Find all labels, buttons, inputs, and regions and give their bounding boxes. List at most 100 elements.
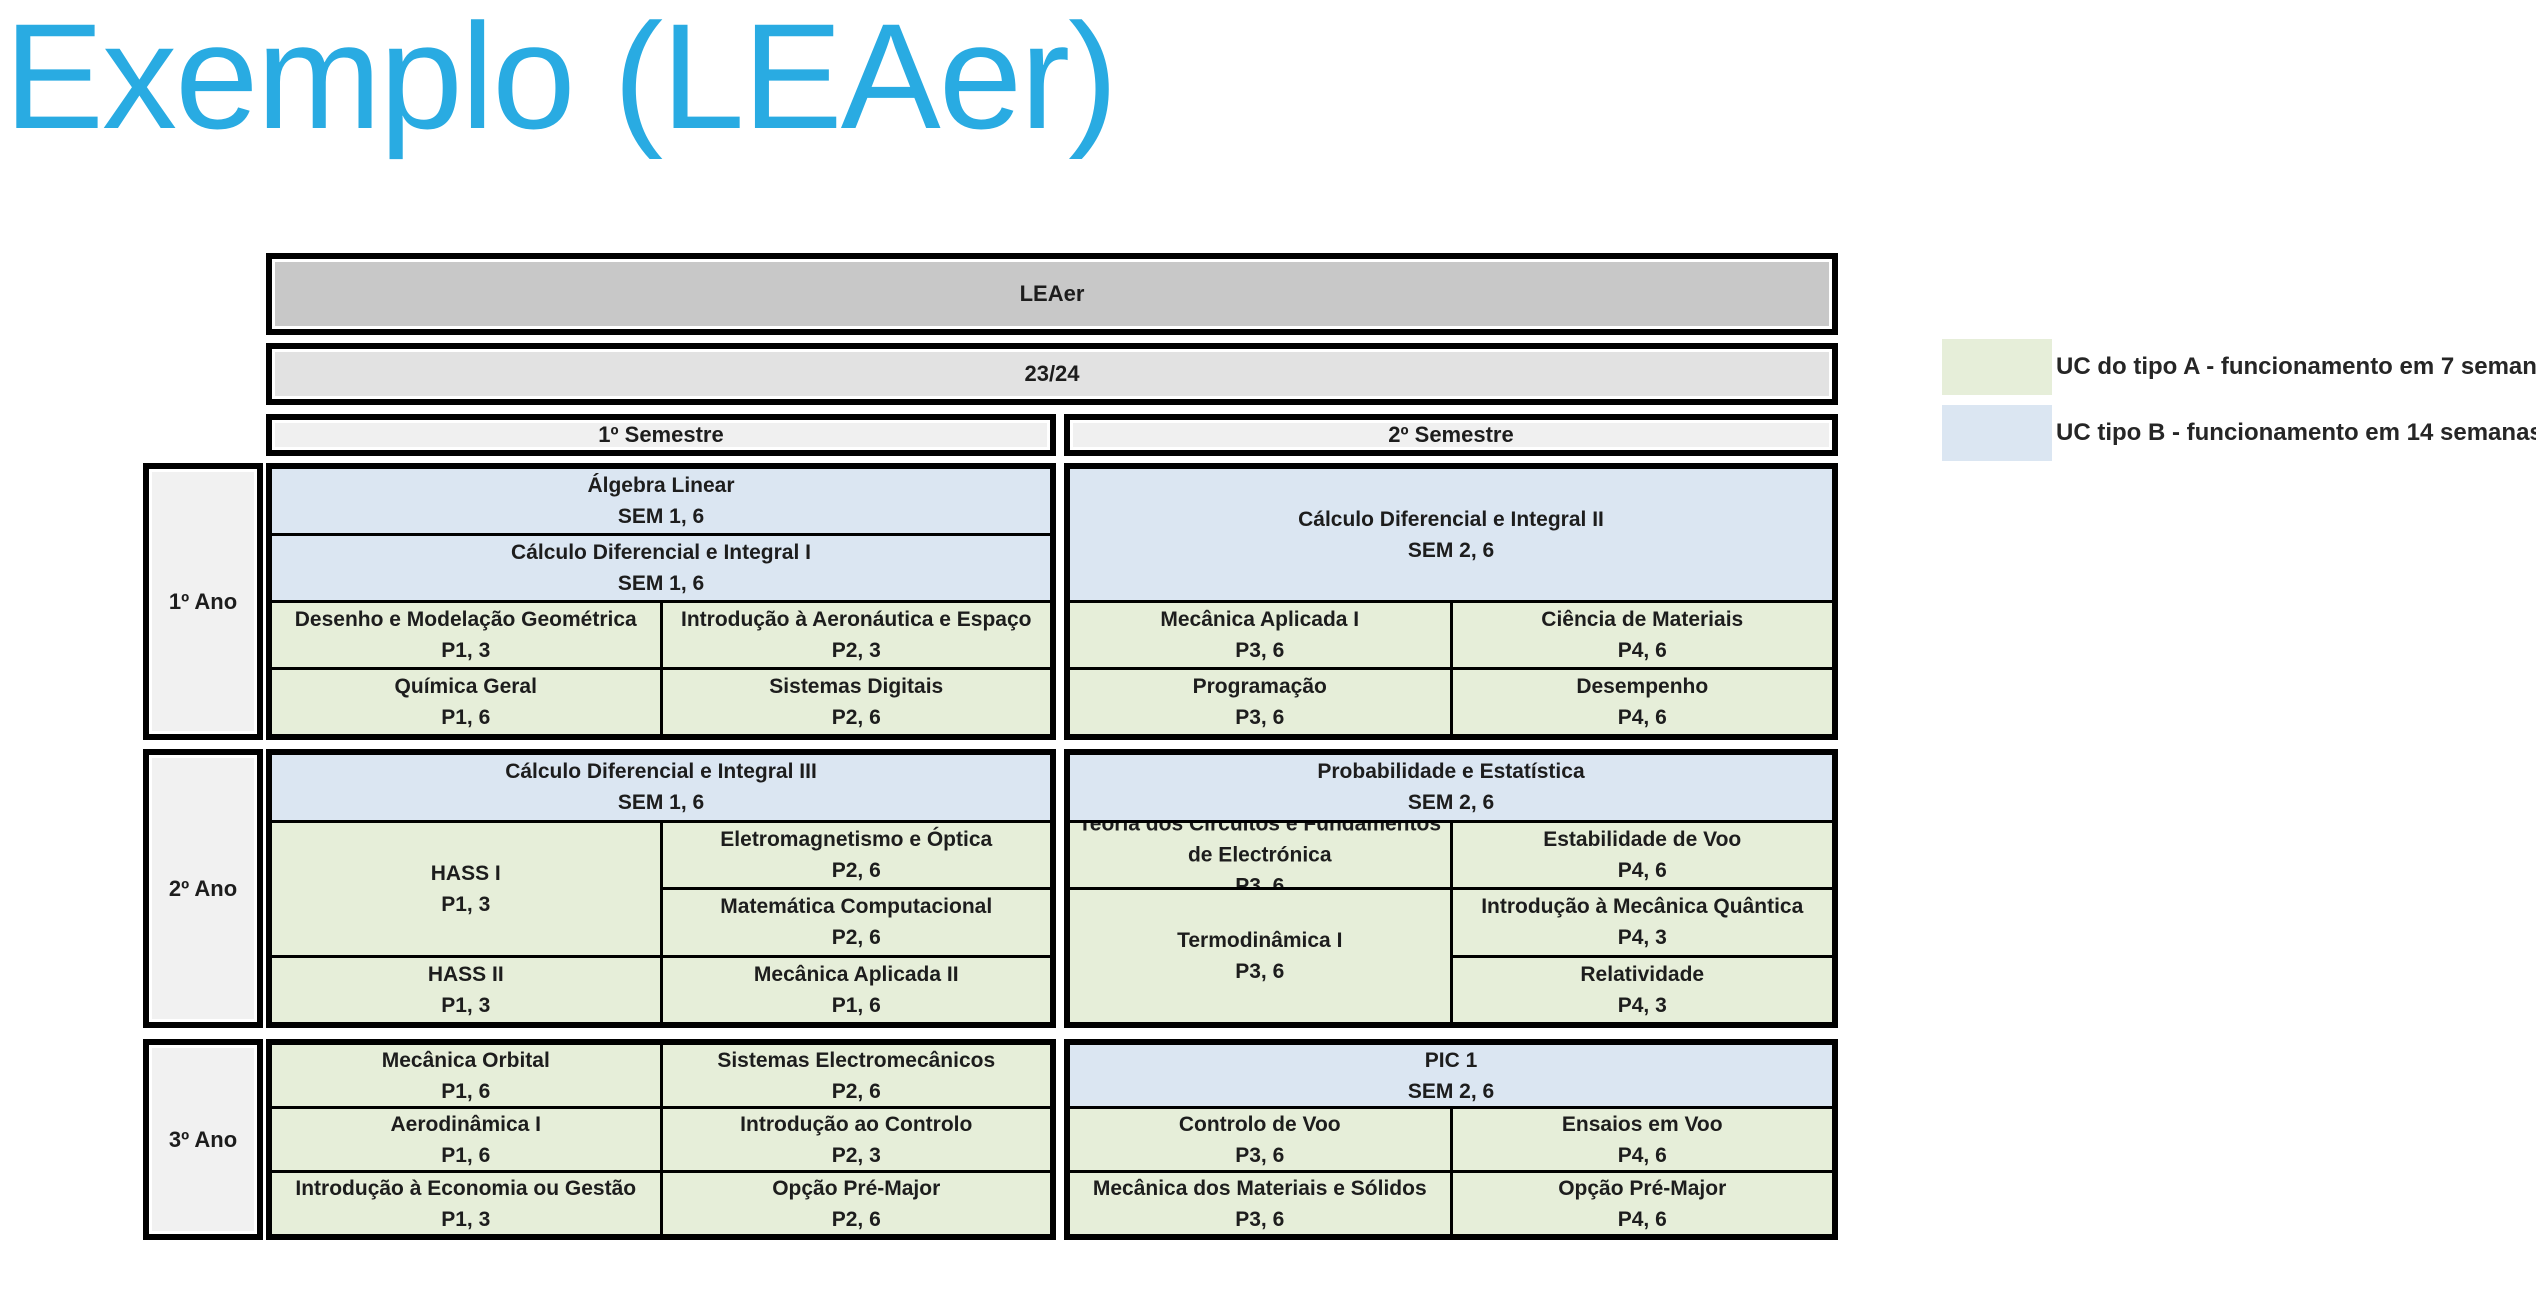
course-code: P2, 6 xyxy=(831,1079,881,1103)
course-code: SEM 2, 6 xyxy=(1407,1079,1495,1103)
course-name: Cálculo Diferencial e Integral I xyxy=(511,541,811,564)
course-cell: Estabilidade de Voo P4, 6 xyxy=(1452,822,1832,887)
course-code: P1, 3 xyxy=(441,1207,491,1231)
course-name: Termodinâmica I xyxy=(1177,929,1343,952)
course-code: P4, 3 xyxy=(1617,926,1667,950)
course-code: P3, 6 xyxy=(1235,874,1285,887)
course-cell: Desenho e Modelação Geométrica P1, 3 xyxy=(272,603,660,667)
course-code: P2, 3 xyxy=(831,1143,881,1167)
semester-1-label: 1º Semestre xyxy=(598,422,724,447)
course-cell: Ensaios em Voo P4, 6 xyxy=(1452,1109,1832,1170)
year-label-3-text: 3º Ano xyxy=(168,1126,238,1152)
course-code: P4, 6 xyxy=(1617,1207,1667,1231)
course-cell: Programação P3, 6 xyxy=(1070,670,1450,734)
academic-year-label: 23/24 xyxy=(1024,361,1080,386)
year-label-2-text: 2º Ano xyxy=(168,875,238,901)
semester-2-header: 2º Semestre xyxy=(1064,414,1838,456)
course-cell: Eletromagnetismo e Óptica P2, 6 xyxy=(662,822,1050,887)
year1-semester1-table: Álgebra Linear SEM 1, 6 Cálculo Diferenci… xyxy=(266,463,1056,740)
course-cell: HASS II P1, 3 xyxy=(272,957,660,1022)
course-name: Cálculo Diferencial e Integral II xyxy=(1298,507,1604,531)
slide-title: Exemplo (LEAer) xyxy=(4,0,1118,160)
course-cell: Cálculo Diferencial e Integral III SEM 1,… xyxy=(272,755,1050,820)
course-name: PIC 1 xyxy=(1424,1048,1478,1072)
course-name: Controlo de Voo xyxy=(1178,1112,1341,1136)
course-name: Aerodinâmica I xyxy=(390,1112,542,1136)
legend-swatch-type-a xyxy=(1942,339,2052,395)
course-name: Programação xyxy=(1192,675,1327,698)
course-name: HASS II xyxy=(427,962,504,986)
course-cell: Mecânica Aplicada I P3, 6 xyxy=(1070,603,1450,667)
course-name: Probabilidade e Estatística xyxy=(1317,760,1585,784)
course-cell: Cálculo Diferencial e Integral II SEM 2, … xyxy=(1070,469,1832,600)
course-cell: Aerodinâmica I P1, 6 xyxy=(272,1109,660,1170)
course-cell: PIC 1 SEM 2, 6 xyxy=(1070,1045,1832,1106)
course-name: Álgebra Linear xyxy=(587,474,735,497)
course-cell: Matemática Computacional P2, 6 xyxy=(662,890,1050,955)
legend-label-type-a: UC do tipo A - funcionamento em 7 semana… xyxy=(2056,353,2536,380)
course-code: SEM 2, 6 xyxy=(1407,538,1495,562)
year3-semester2-table: PIC 1 SEM 2, 6 Controlo de Voo P3, 6 Ensai… xyxy=(1064,1039,1838,1240)
course-name: Eletromagnetismo e Óptica xyxy=(720,827,993,851)
course-name: Ciência de Materiais xyxy=(1541,608,1744,631)
program-header: LEAer xyxy=(266,253,1838,335)
course-name: Química Geral xyxy=(394,675,537,698)
course-code: P2, 3 xyxy=(831,639,881,662)
course-cell: Mecânica Orbital P1, 6 xyxy=(272,1045,660,1106)
course-code: SEM 1, 6 xyxy=(617,791,705,815)
course-name: Relatividade xyxy=(1580,962,1705,986)
program-header-label: LEAer xyxy=(1019,281,1085,306)
semester-2-label: 2º Semestre xyxy=(1388,422,1514,447)
course-code: P2, 6 xyxy=(831,858,881,882)
course-code: P2, 6 xyxy=(831,706,881,729)
course-cell: HASS I P1, 3 xyxy=(272,822,660,955)
course-name: Opção Pré-Major xyxy=(772,1176,941,1200)
course-cell: Sistemas Electromecânicos P2, 6 xyxy=(662,1045,1050,1106)
course-cell: Introdução à Aeronáutica e Espaço P2, 3 xyxy=(662,603,1050,667)
course-name: Desenho e Modelação Geométrica xyxy=(294,608,637,631)
course-cell: Desempenho P4, 6 xyxy=(1452,670,1832,734)
course-name: Estabilidade de Voo xyxy=(1543,827,1742,851)
course-name: Matemática Computacional xyxy=(720,895,993,919)
course-cell: Ciência de Materiais P4, 6 xyxy=(1452,603,1832,667)
course-code: SEM 1, 6 xyxy=(617,505,705,528)
course-code: SEM 2, 6 xyxy=(1407,791,1495,815)
course-cell: Opção Pré-Major P4, 6 xyxy=(1452,1173,1832,1234)
course-name: Desempenho xyxy=(1576,675,1709,698)
academic-year-header: 23/24 xyxy=(266,343,1838,405)
course-cell: Introdução à Mecânica Quântica P4, 3 xyxy=(1452,890,1832,955)
course-code: P2, 6 xyxy=(831,926,881,950)
legend-label-type-b: UC tipo B - funcionamento em 14 semanas xyxy=(2056,419,2536,446)
course-name: Sistemas Electromecânicos xyxy=(717,1048,996,1072)
course-name: Opção Pré-Major xyxy=(1558,1176,1727,1200)
semester-1-header: 1º Semestre xyxy=(266,414,1056,456)
course-code: P2, 6 xyxy=(831,1207,881,1231)
course-code: P1, 3 xyxy=(441,639,491,662)
course-cell: Relatividade P4, 3 xyxy=(1452,957,1832,1022)
course-cell: Introdução à Economia ou Gestão P1, 3 xyxy=(272,1173,660,1234)
course-code: SEM 1, 6 xyxy=(617,572,705,595)
course-name: Cálculo Diferencial e Integral III xyxy=(505,760,817,784)
year-label-3: 3º Ano xyxy=(143,1039,263,1240)
course-cell: Cálculo Diferencial e Integral I SEM 1, 6 xyxy=(272,536,1050,600)
course-name: Sistemas Digitais xyxy=(769,675,944,698)
course-name: Introdução à Mecânica Quântica xyxy=(1481,895,1804,919)
course-cell: Termodinâmica I P3, 6 xyxy=(1070,890,1450,1022)
course-name: Mecânica Aplicada II xyxy=(753,962,959,986)
course-name: Introdução à Economia ou Gestão xyxy=(295,1176,637,1200)
course-cell: Química Geral P1, 6 xyxy=(272,670,660,734)
course-code: P1, 6 xyxy=(441,706,491,729)
course-name: Mecânica Aplicada I xyxy=(1160,608,1360,631)
course-code: P3, 6 xyxy=(1235,639,1285,662)
course-name: HASS I xyxy=(430,861,501,885)
course-cell: Controlo de Voo P3, 6 xyxy=(1070,1109,1450,1170)
course-cell: Teoria dos Circuitos e Fundamentos de El… xyxy=(1070,822,1450,887)
course-code: P1, 3 xyxy=(441,993,491,1017)
course-cell: Probabilidade e Estatística SEM 2, 6 xyxy=(1070,755,1832,820)
course-code: P4, 6 xyxy=(1617,1143,1667,1167)
course-code: P1, 6 xyxy=(441,1143,491,1167)
legend-swatch-type-b xyxy=(1942,405,2052,461)
year-label-1: 1º Ano xyxy=(143,463,263,740)
course-name: Ensaios em Voo xyxy=(1561,1112,1723,1136)
